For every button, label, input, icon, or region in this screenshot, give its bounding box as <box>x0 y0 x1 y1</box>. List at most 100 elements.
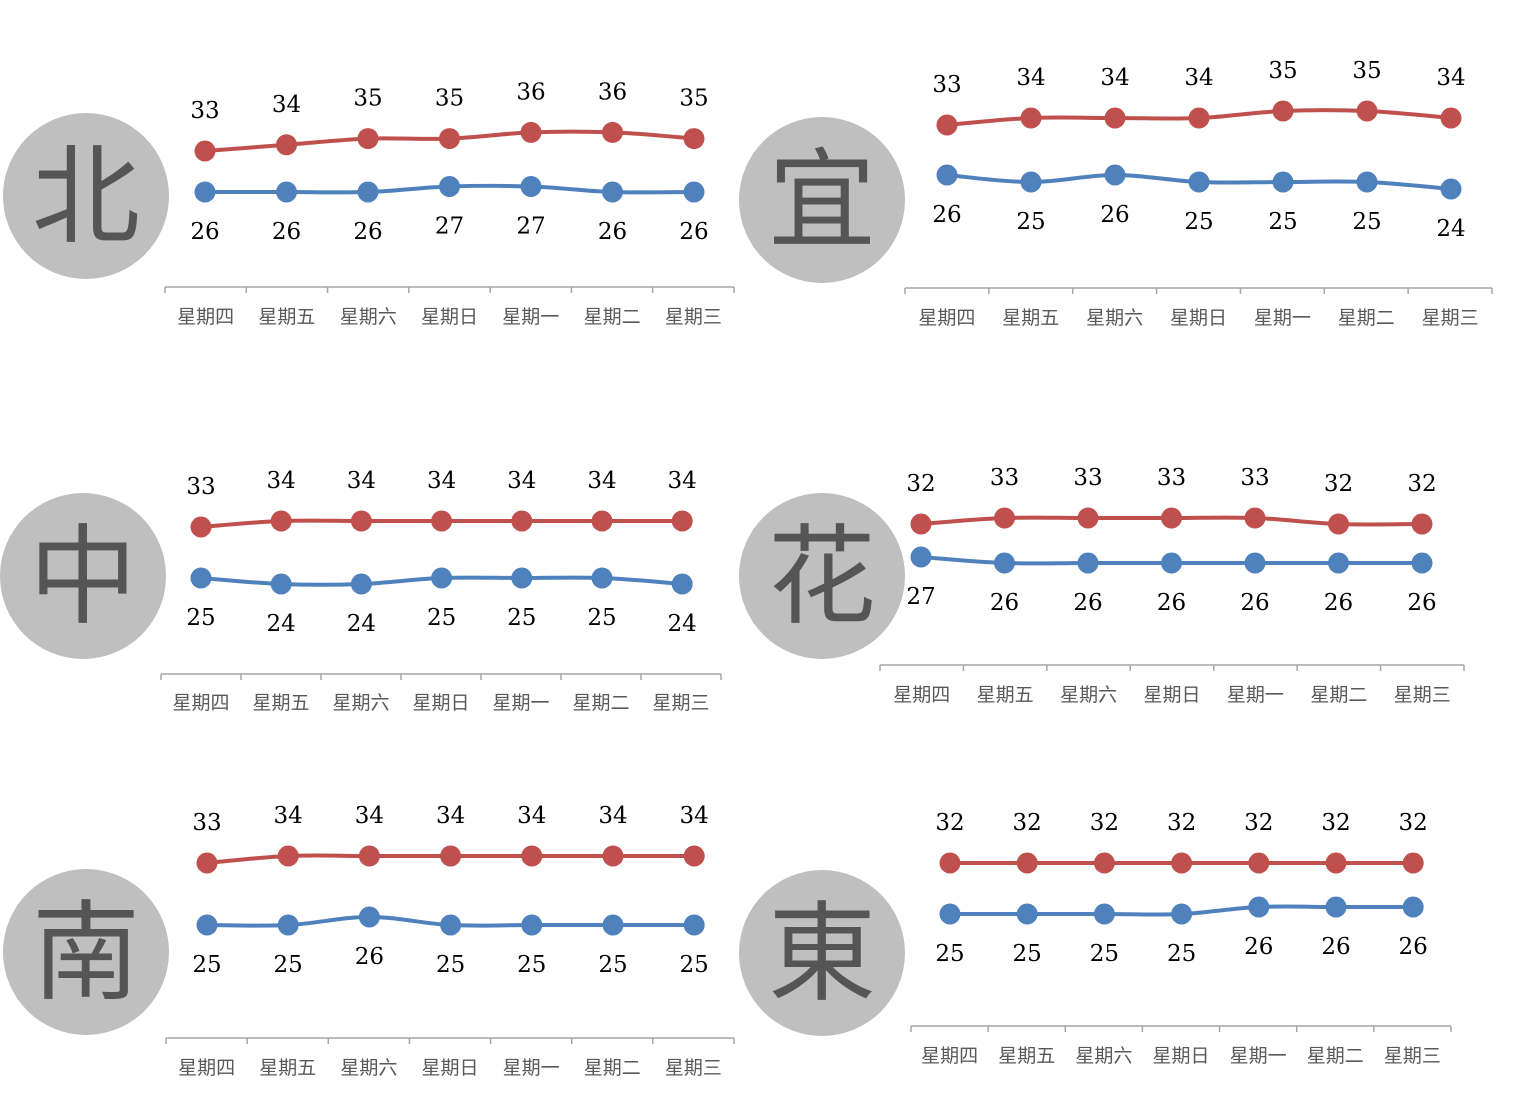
high-temp-label: 34 <box>1016 65 1045 91</box>
x-tick-label: 星期二 <box>1307 1045 1364 1067</box>
low-temp-point <box>1093 903 1115 925</box>
x-tick-label: 星期一 <box>1227 684 1284 706</box>
high-temp-label: 34 <box>598 803 627 829</box>
high-temp-point <box>431 510 453 532</box>
high-temp-point <box>1325 852 1347 874</box>
low-temp-point <box>1402 896 1424 918</box>
low-temp-point <box>350 573 372 595</box>
high-temp-label: 35 <box>1352 58 1381 84</box>
low-temp-label: 27 <box>435 214 464 240</box>
high-temp-label: 34 <box>347 468 376 494</box>
low-temp-point <box>591 567 613 589</box>
x-tick-label: 星期四 <box>172 692 229 714</box>
high-temp-label: 32 <box>1244 810 1273 836</box>
x-tick-label: 星期三 <box>652 692 709 714</box>
high-temp-label: 32 <box>1013 810 1042 836</box>
high-temp-point <box>1093 852 1115 874</box>
high-temp-point <box>1188 107 1210 129</box>
high-temp-point <box>1356 100 1378 122</box>
x-tick-label: 星期五 <box>998 1045 1055 1067</box>
high-temp-point <box>194 140 216 162</box>
high-temp-label: 34 <box>436 803 465 829</box>
low-temp-label: 26 <box>272 219 301 245</box>
low-temp-label: 26 <box>679 219 708 245</box>
low-temp-label: 25 <box>1167 941 1196 967</box>
x-tick-label: 星期日 <box>1143 684 1200 706</box>
x-tick-label: 星期一 <box>1230 1045 1287 1067</box>
low-temp-label: 25 <box>517 952 546 978</box>
low-temp-label: 25 <box>186 605 215 631</box>
high-temp-label: 36 <box>598 79 627 105</box>
high-temp-label: 32 <box>935 810 964 836</box>
low-temp-point <box>1188 171 1210 193</box>
low-temp-point <box>277 914 299 936</box>
high-temp-point <box>683 128 705 150</box>
low-temp-label: 26 <box>1240 590 1269 616</box>
low-temp-point <box>1077 552 1099 574</box>
x-tick-label: 星期六 <box>340 306 397 328</box>
x-tick-label: 星期四 <box>177 306 234 328</box>
low-temp-point <box>936 164 958 186</box>
x-tick-label: 星期一 <box>1254 307 1311 329</box>
high-temp-point <box>270 510 292 532</box>
low-temp-label: 27 <box>906 584 935 610</box>
low-temp-label: 25 <box>192 952 221 978</box>
high-temp-label: 33 <box>1157 465 1186 491</box>
x-tick-label: 星期五 <box>252 692 309 714</box>
low-temp-point <box>194 181 216 203</box>
low-temp-label: 26 <box>1100 202 1129 228</box>
high-temp-label: 34 <box>507 468 536 494</box>
low-temp-point <box>357 181 379 203</box>
low-temp-point <box>276 181 297 203</box>
high-temp-point <box>936 114 958 136</box>
low-temp-label: 26 <box>1399 934 1428 960</box>
high-temp-point <box>1411 513 1433 535</box>
low-temp-label: 25 <box>1268 209 1297 235</box>
low-temp-point <box>1356 171 1378 193</box>
high-temp-label: 32 <box>1090 810 1119 836</box>
low-temp-label: 26 <box>190 219 219 245</box>
region-badge <box>3 113 169 279</box>
low-temp-point <box>1440 178 1462 200</box>
low-temp-point <box>1272 171 1294 193</box>
low-temp-point <box>358 906 380 928</box>
high-temp-point <box>439 128 460 150</box>
high-temp-point <box>276 134 297 156</box>
x-tick-label: 星期五 <box>977 684 1034 706</box>
high-temp-point <box>683 845 705 867</box>
high-temp-point <box>511 510 533 532</box>
low-temp-label: 25 <box>1016 209 1045 235</box>
high-temp-label: 34 <box>668 468 697 494</box>
high-temp-label: 33 <box>1073 465 1102 491</box>
high-temp-label: 32 <box>1167 810 1196 836</box>
high-temp-label: 33 <box>932 72 961 98</box>
high-temp-point <box>358 845 380 867</box>
high-temp-point <box>1272 100 1294 122</box>
high-temp-label: 34 <box>1436 65 1465 91</box>
low-temp-label: 27 <box>516 214 545 240</box>
high-temp-label: 32 <box>1399 810 1428 836</box>
low-temp-point <box>521 914 543 936</box>
low-temp-label: 26 <box>355 944 384 970</box>
low-temp-label: 25 <box>1013 941 1042 967</box>
low-temp-point <box>1325 896 1347 918</box>
low-temp-point <box>439 176 460 197</box>
high-temp-label: 35 <box>1268 58 1297 84</box>
low-temp-label: 25 <box>507 605 536 631</box>
x-tick-label: 星期三 <box>665 1057 722 1079</box>
high-temp-point <box>357 128 379 150</box>
high-temp-label: 35 <box>679 86 708 112</box>
low-temp-label: 26 <box>1157 590 1186 616</box>
low-temp-label: 26 <box>990 590 1019 616</box>
x-tick-label: 星期六 <box>340 1057 397 1079</box>
low-temp-label: 26 <box>1324 590 1353 616</box>
region-badge <box>739 493 905 659</box>
low-temp-label: 25 <box>274 952 303 978</box>
region-label: 宜 <box>768 139 876 264</box>
x-tick-label: 星期六 <box>1086 307 1143 329</box>
low-temp-point <box>1104 164 1126 186</box>
